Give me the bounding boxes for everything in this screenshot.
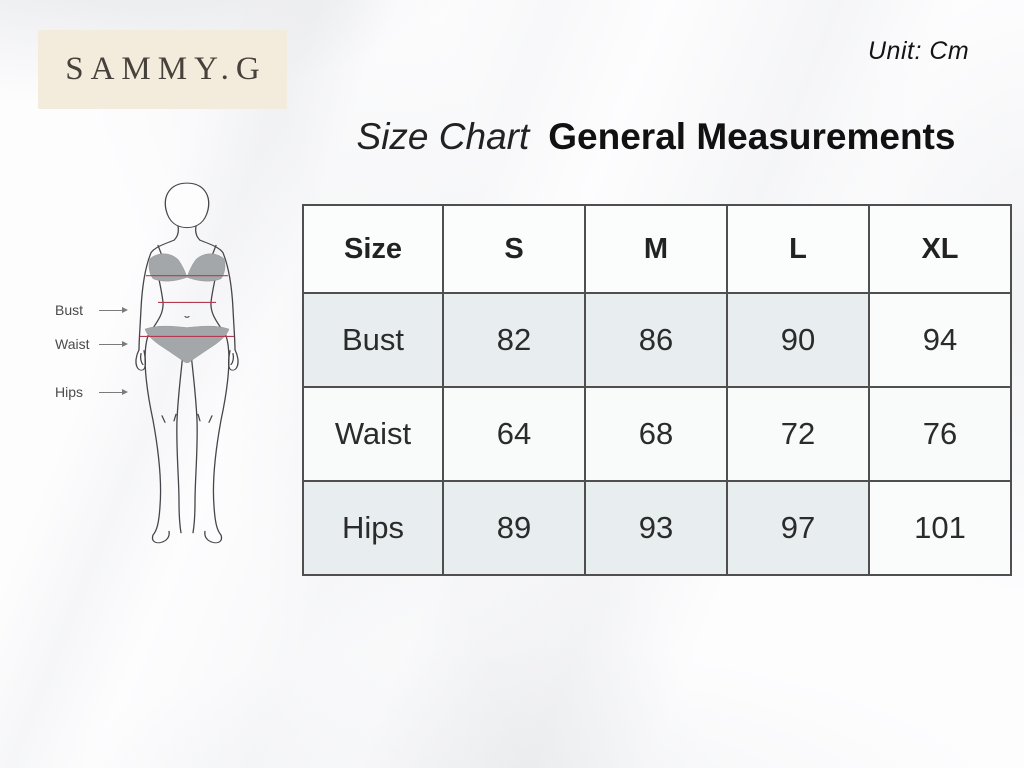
page-title: Size Chart General Measurements (300, 116, 1012, 158)
measurement-label-bust: Bust (55, 302, 128, 318)
body-outline (135, 182, 239, 544)
row-label-hips: Hips (302, 480, 444, 576)
title-general-measurements: General Measurements (548, 116, 956, 157)
unit-label: Unit: Cm (868, 37, 970, 65)
arrow-right-icon (99, 341, 128, 347)
table-cell: 76 (868, 386, 1012, 482)
table-cell: 93 (584, 480, 728, 576)
table-header-row: Size S M L XL (302, 204, 1012, 294)
bikini-top (148, 253, 226, 282)
row-label-waist: Waist (302, 386, 444, 482)
arrow-right-icon (99, 307, 128, 313)
arrow-right-icon (99, 389, 128, 395)
table-cell: 72 (726, 386, 870, 482)
table-cell: 89 (442, 480, 586, 576)
table-cell: 68 (584, 386, 728, 482)
measurement-lines (140, 275, 234, 338)
table-row-hips: Hips 89 93 97 101 (302, 480, 1012, 576)
table-row-waist: Waist 64 68 72 76 (302, 386, 1012, 482)
header-cell-m: M (584, 204, 728, 294)
waist-label-text: Waist (55, 336, 90, 352)
size-table: Size S M L XL Bust 82 86 90 94 Waist 64 … (302, 204, 1012, 576)
table-cell: 86 (584, 292, 728, 388)
table-cell: 82 (442, 292, 586, 388)
table-cell: 64 (442, 386, 586, 482)
body-figure-illustration (135, 182, 239, 544)
header-cell-l: L (726, 204, 870, 294)
figure-foot-right (204, 530, 223, 544)
header-cell-size: Size (302, 204, 444, 294)
table-cell: 90 (726, 292, 870, 388)
header-cell-xl: XL (868, 204, 1012, 294)
row-label-bust: Bust (302, 292, 444, 388)
figure-foot-left (151, 530, 170, 544)
brand-name: SAMMY.G (65, 51, 267, 87)
title-size-chart: Size Chart (356, 116, 530, 157)
measurement-label-hips: Hips (55, 384, 128, 400)
table-row-bust: Bust 82 86 90 94 (302, 292, 1012, 388)
table-cell: 101 (868, 480, 1012, 576)
table-cell: 94 (868, 292, 1012, 388)
header-cell-s: S (442, 204, 586, 294)
figure-head (164, 182, 210, 229)
bust-label-text: Bust (55, 302, 84, 318)
measurement-label-waist: Waist (55, 336, 128, 352)
brand-logo: SAMMY.G (38, 30, 287, 109)
table-cell: 97 (726, 480, 870, 576)
bikini-bottom (144, 325, 230, 363)
hips-label-text: Hips (55, 384, 84, 400)
